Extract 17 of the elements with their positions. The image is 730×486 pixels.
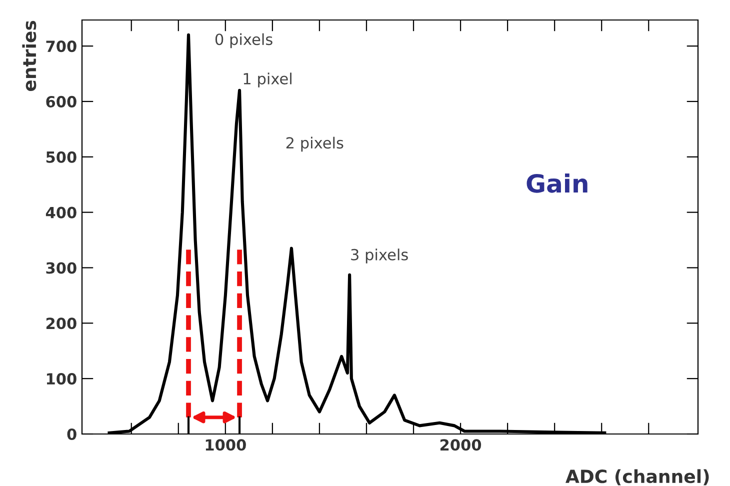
x-tick-label: 1000: [206, 439, 246, 451]
y-tick-label: 0: [67, 428, 76, 440]
annotation: 3 pixels: [351, 248, 408, 264]
annotation: Gain: [526, 174, 588, 193]
y-tick-label: 100: [46, 373, 76, 385]
annotation: 2 pixels: [286, 136, 344, 152]
y-tick-label: 200: [46, 318, 76, 330]
y-tick-label: 500: [46, 151, 76, 163]
y-tick-label: 400: [46, 206, 76, 218]
annotation: 1 pixel: [244, 72, 292, 88]
annotation: 0 pixels: [215, 33, 272, 48]
y-axis-title: entries: [22, 20, 36, 92]
y-tick-label: 600: [46, 96, 76, 108]
y-tick-label: 700: [46, 40, 76, 52]
y-tick-label: 300: [46, 262, 76, 274]
x-axis-title: ADC (channel): [566, 469, 709, 486]
x-tick-label: 2000: [440, 439, 482, 451]
